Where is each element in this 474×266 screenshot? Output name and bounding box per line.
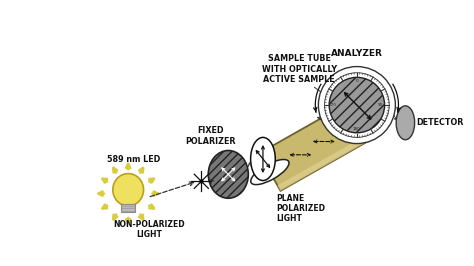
Ellipse shape <box>113 174 144 206</box>
Ellipse shape <box>329 77 384 133</box>
Ellipse shape <box>208 151 248 198</box>
Text: FIXED
POLARIZER: FIXED POLARIZER <box>185 126 236 146</box>
Text: 589 nm LED: 589 nm LED <box>107 155 160 164</box>
Text: 180: 180 <box>353 127 361 131</box>
Text: 90: 90 <box>378 103 383 107</box>
Text: NON-POLARIZED
LIGHT: NON-POLARIZED LIGHT <box>113 220 185 239</box>
Polygon shape <box>259 104 367 191</box>
Text: SAMPLE TUBE
WITH OPTICALLY
ACTIVE SAMPLE: SAMPLE TUBE WITH OPTICALLY ACTIVE SAMPLE <box>262 55 337 84</box>
Text: DETECTOR: DETECTOR <box>416 118 464 127</box>
Text: ANALYZER: ANALYZER <box>331 49 383 58</box>
Ellipse shape <box>251 160 289 185</box>
Ellipse shape <box>396 106 415 140</box>
FancyBboxPatch shape <box>121 204 135 212</box>
Text: PLANE
POLARIZED
LIGHT: PLANE POLARIZED LIGHT <box>276 194 325 223</box>
Ellipse shape <box>251 138 275 181</box>
Circle shape <box>319 66 395 144</box>
Text: 270: 270 <box>329 103 337 107</box>
Polygon shape <box>277 136 367 191</box>
Text: 0: 0 <box>356 79 358 83</box>
Ellipse shape <box>338 110 376 135</box>
